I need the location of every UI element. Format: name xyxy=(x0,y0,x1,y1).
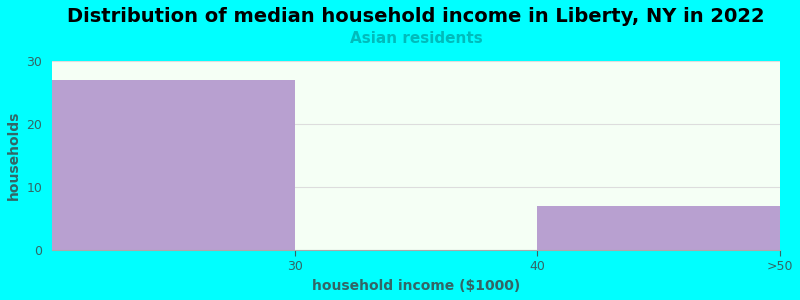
Text: Asian residents: Asian residents xyxy=(350,31,482,46)
Y-axis label: households: households xyxy=(7,111,21,200)
Bar xyxy=(538,206,780,250)
Bar xyxy=(52,80,294,250)
Title: Distribution of median household income in Liberty, NY in 2022: Distribution of median household income … xyxy=(67,7,765,26)
X-axis label: household income ($1000): household income ($1000) xyxy=(312,279,520,293)
